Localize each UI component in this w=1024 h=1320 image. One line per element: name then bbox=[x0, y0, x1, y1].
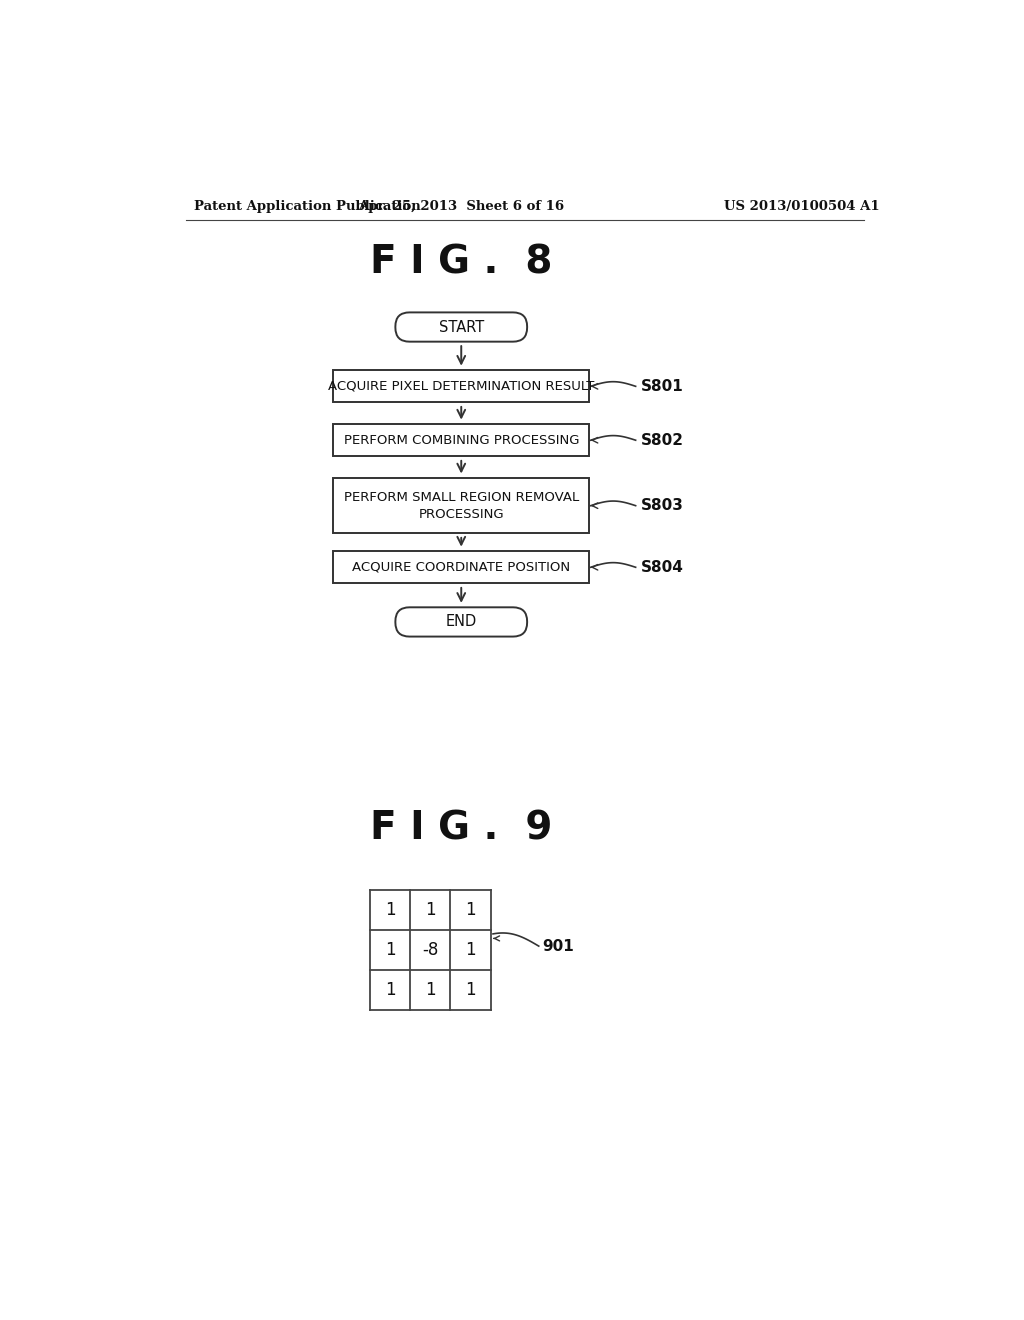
Text: 1: 1 bbox=[385, 981, 395, 999]
Text: S801: S801 bbox=[641, 379, 684, 393]
Text: ACQUIRE COORDINATE POSITION: ACQUIRE COORDINATE POSITION bbox=[352, 561, 570, 574]
Text: 1: 1 bbox=[385, 902, 395, 919]
Text: 1: 1 bbox=[425, 981, 435, 999]
FancyBboxPatch shape bbox=[395, 313, 527, 342]
Text: -8: -8 bbox=[422, 941, 438, 958]
Bar bbox=[334, 478, 589, 533]
Text: 1: 1 bbox=[425, 902, 435, 919]
Text: F I G .  9: F I G . 9 bbox=[370, 809, 552, 847]
FancyBboxPatch shape bbox=[395, 607, 527, 636]
Text: 1: 1 bbox=[465, 941, 476, 958]
Text: S804: S804 bbox=[641, 560, 684, 574]
Text: 1: 1 bbox=[465, 981, 476, 999]
Text: END: END bbox=[445, 614, 477, 630]
Text: PERFORM COMBINING PROCESSING: PERFORM COMBINING PROCESSING bbox=[343, 434, 579, 446]
Text: Apr. 25, 2013  Sheet 6 of 16: Apr. 25, 2013 Sheet 6 of 16 bbox=[358, 199, 564, 213]
Text: 1: 1 bbox=[465, 902, 476, 919]
Bar bbox=[334, 370, 589, 403]
Text: ACQUIRE PIXEL DETERMINATION RESULT: ACQUIRE PIXEL DETERMINATION RESULT bbox=[328, 380, 595, 393]
Text: Patent Application Publication: Patent Application Publication bbox=[194, 199, 421, 213]
Bar bbox=[334, 552, 589, 583]
Text: F I G .  8: F I G . 8 bbox=[370, 243, 552, 281]
Bar bbox=[334, 424, 589, 457]
Text: 901: 901 bbox=[543, 939, 574, 953]
Text: START: START bbox=[438, 319, 484, 334]
Text: PERFORM SMALL REGION REMOVAL
PROCESSING: PERFORM SMALL REGION REMOVAL PROCESSING bbox=[344, 491, 579, 520]
Text: US 2013/0100504 A1: US 2013/0100504 A1 bbox=[724, 199, 880, 213]
Text: 1: 1 bbox=[385, 941, 395, 958]
Text: S803: S803 bbox=[641, 498, 684, 513]
Text: S802: S802 bbox=[641, 433, 684, 447]
